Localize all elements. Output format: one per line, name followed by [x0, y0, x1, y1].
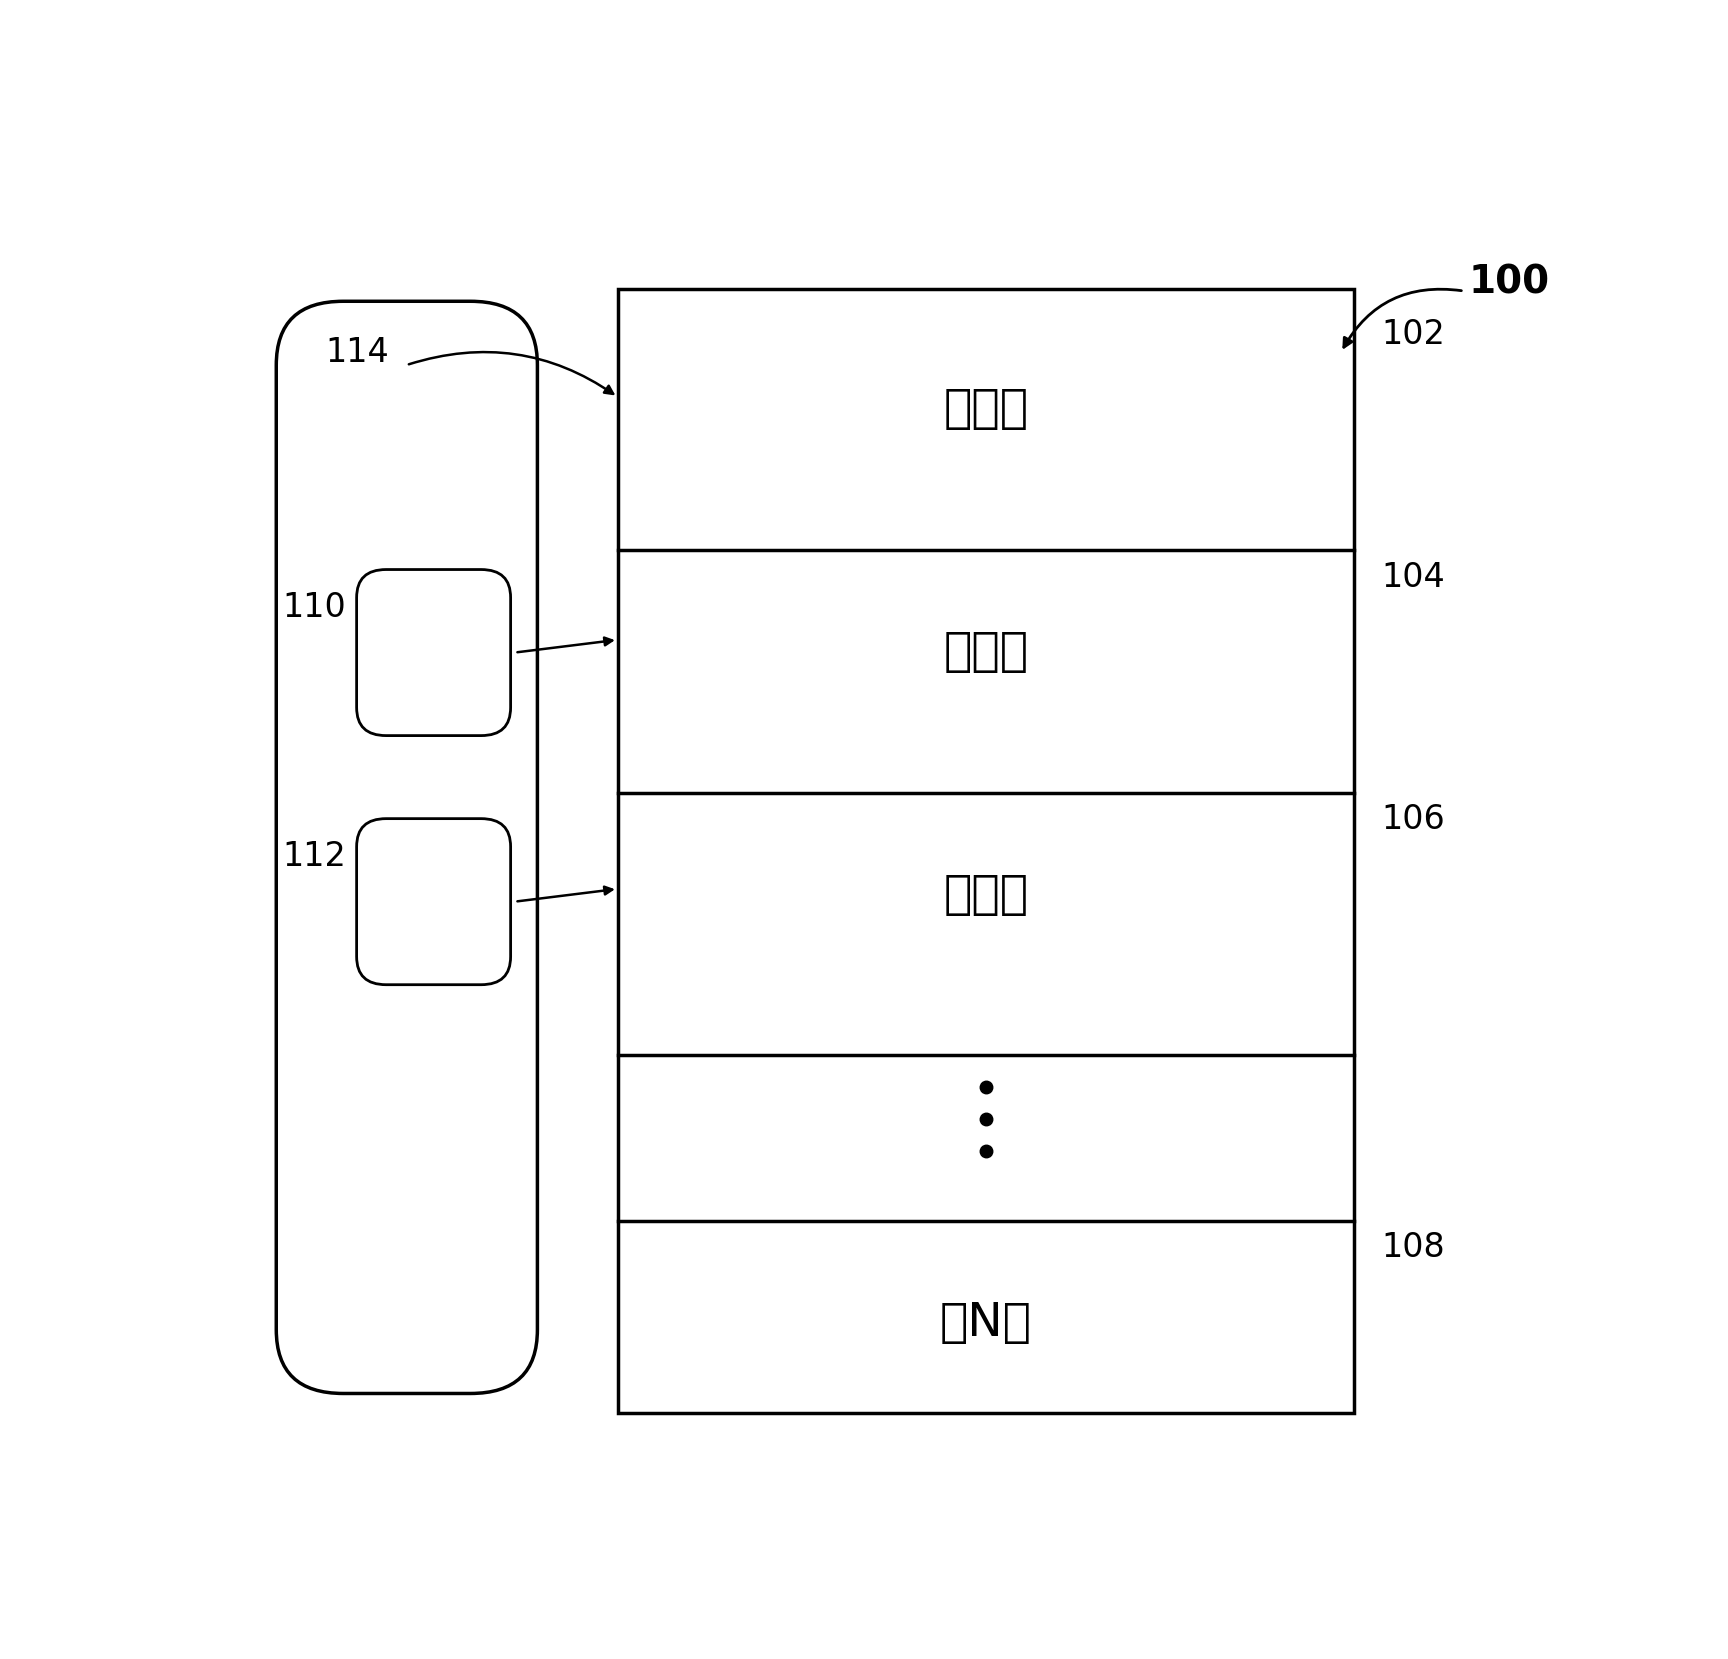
Text: 108: 108 — [1381, 1231, 1445, 1264]
Text: 112: 112 — [282, 841, 346, 873]
Text: 100: 100 — [1469, 264, 1550, 302]
Text: 第二块: 第二块 — [943, 630, 1028, 675]
FancyBboxPatch shape — [276, 302, 537, 1394]
Text: 110: 110 — [282, 591, 346, 624]
FancyBboxPatch shape — [356, 818, 511, 985]
FancyBboxPatch shape — [356, 569, 511, 735]
Text: 106: 106 — [1381, 803, 1445, 836]
Text: 102: 102 — [1381, 319, 1445, 352]
Text: 114: 114 — [327, 335, 389, 368]
FancyBboxPatch shape — [619, 289, 1355, 1413]
Text: 第N块: 第N块 — [940, 1301, 1032, 1345]
Text: 104: 104 — [1381, 561, 1445, 594]
Text: 第一块: 第一块 — [943, 387, 1028, 433]
Text: 第三块: 第三块 — [943, 873, 1028, 917]
